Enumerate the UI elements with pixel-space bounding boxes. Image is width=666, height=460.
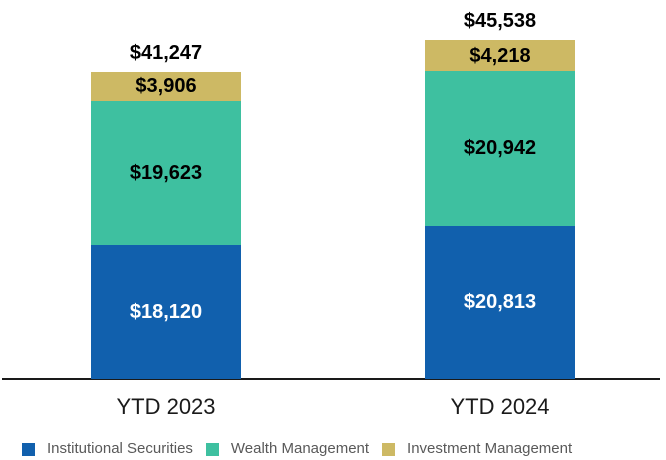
legend-label: Investment Management <box>407 440 573 457</box>
legend-swatch-wealth-management <box>205 442 219 456</box>
category-label-ytd-2024: YTD 2024 <box>450 394 550 419</box>
segment-value-label: $20,942 <box>463 137 537 160</box>
segment-wealth-management: $19,623 <box>91 100 241 246</box>
segment-value-label: $3,906 <box>135 75 197 98</box>
bar-ytd-2023: $18,120 $19,623 $3,906 <box>91 72 241 379</box>
segment-investment-management: $4,218 <box>425 40 575 72</box>
segment-wealth-management: $20,942 <box>425 71 575 226</box>
category-label-ytd-2023: YTD 2023 <box>116 394 216 419</box>
legend-label: Wealth Management <box>230 440 370 457</box>
legend-item-investment-management: Investment Management <box>382 441 572 457</box>
legend-swatch-institutional-securities <box>22 442 35 456</box>
segment-institutional-securities: $18,120 <box>91 245 241 379</box>
legend-item-institutional-securities: Institutional Securities <box>22 441 193 457</box>
segment-institutional-securities: $20,813 <box>425 225 575 379</box>
segment-value-label: $19,623 <box>129 162 203 185</box>
segment-value-label: $20,813 <box>463 291 537 314</box>
legend: Institutional Securities Wealth Managemen… <box>22 441 572 457</box>
segment-value-label: $4,218 <box>469 44 531 67</box>
segment-investment-management: $3,906 <box>91 72 241 101</box>
segment-value-label: $18,120 <box>129 301 203 324</box>
legend-label: Institutional Securities <box>47 440 193 457</box>
total-label-ytd-2024: $45,538 <box>463 10 537 33</box>
bar-ytd-2024: $20,813 $20,942 $4,218 <box>425 40 575 379</box>
legend-item-wealth-management: Wealth Management <box>205 440 370 457</box>
legend-swatch-investment-management <box>382 442 396 456</box>
x-axis-line <box>2 378 660 380</box>
total-label-ytd-2023: $41,247 <box>129 42 203 65</box>
